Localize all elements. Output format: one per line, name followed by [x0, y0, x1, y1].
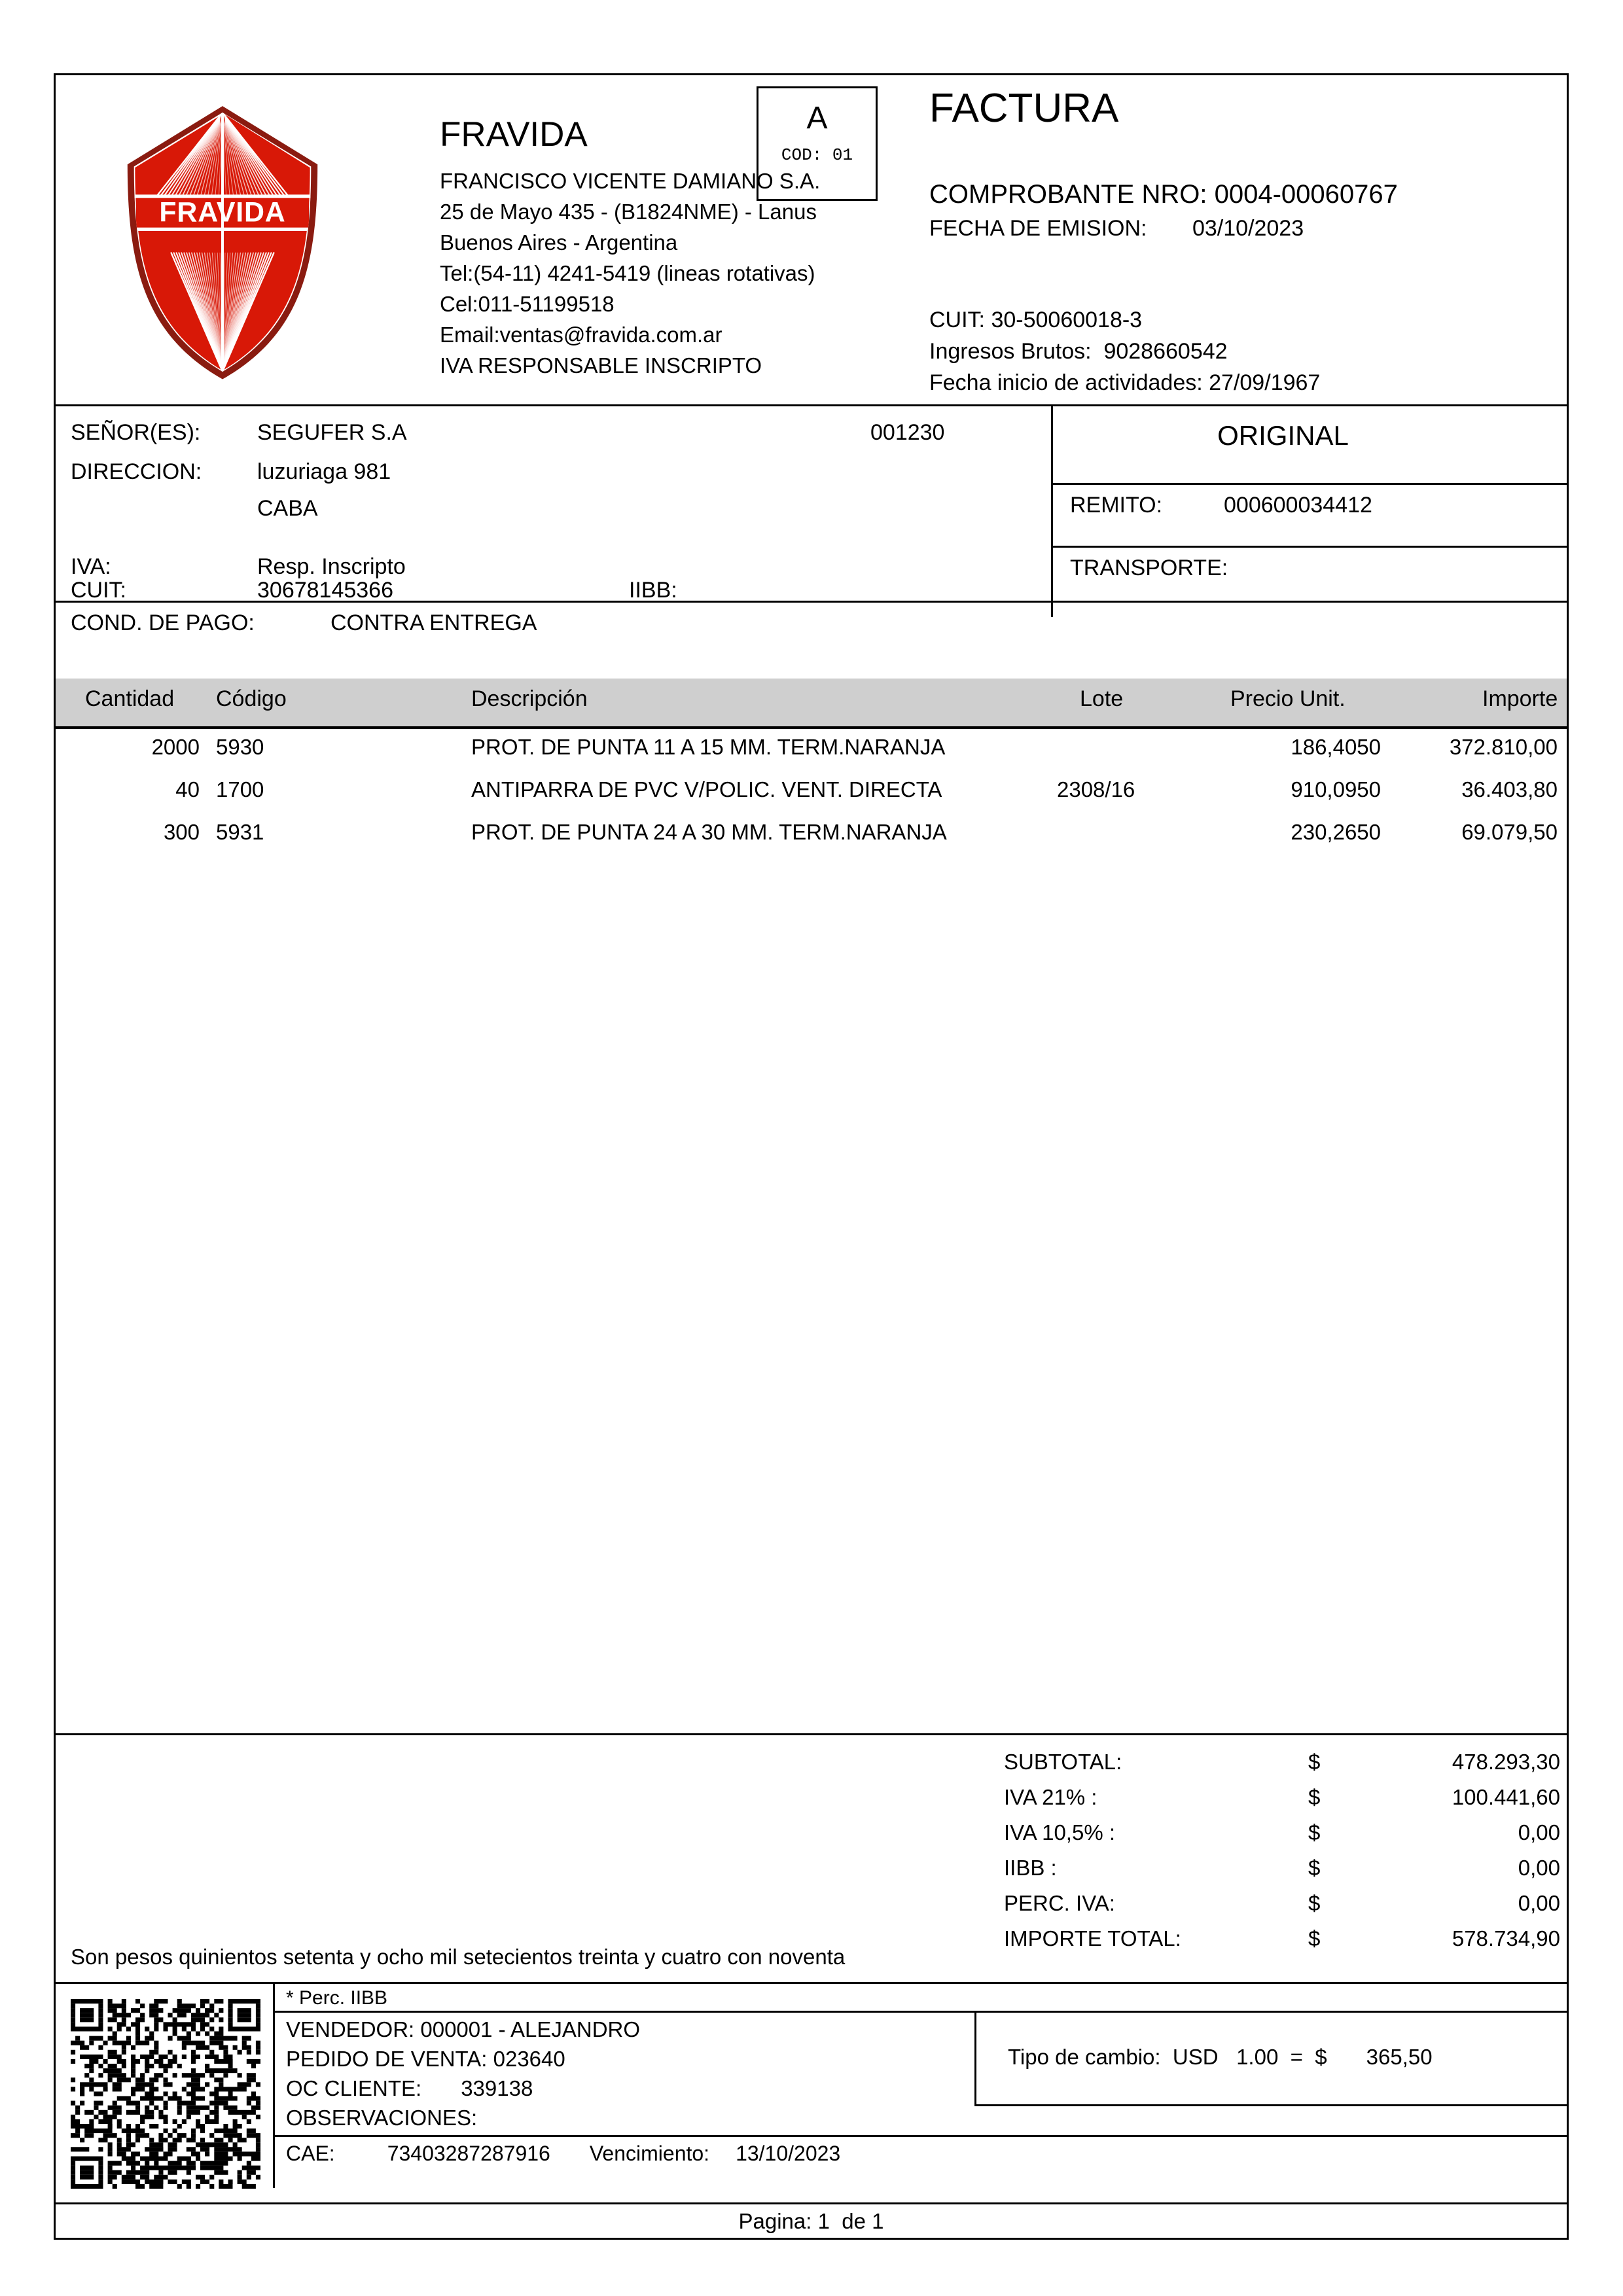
svg-text:FRAVIDA: FRAVIDA [159, 197, 285, 228]
